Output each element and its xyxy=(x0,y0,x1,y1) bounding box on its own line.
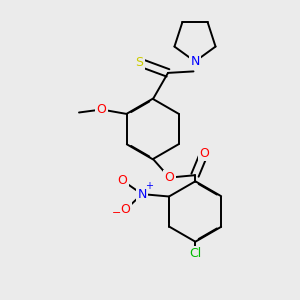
Text: O: O xyxy=(118,174,128,187)
Text: O: O xyxy=(97,103,106,116)
Text: S: S xyxy=(136,56,143,69)
Text: Cl: Cl xyxy=(189,247,201,260)
Text: O: O xyxy=(199,147,209,160)
Text: O: O xyxy=(121,203,130,216)
Text: N: N xyxy=(190,55,200,68)
Text: +: + xyxy=(145,181,153,191)
Text: −: − xyxy=(112,208,121,218)
Text: O: O xyxy=(165,171,174,184)
Text: N: N xyxy=(137,188,147,201)
